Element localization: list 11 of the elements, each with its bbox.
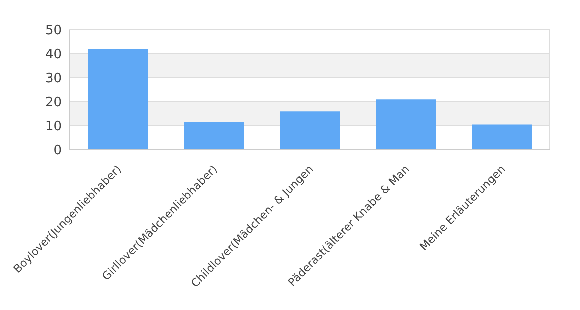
bar bbox=[88, 49, 148, 150]
y-tick-label: 50 bbox=[45, 24, 62, 39]
y-tick-label: 40 bbox=[45, 48, 62, 63]
y-tick-label: 0 bbox=[54, 144, 62, 159]
bar bbox=[280, 112, 340, 150]
y-tick-label: 20 bbox=[45, 96, 62, 111]
bar bbox=[184, 122, 244, 150]
bar bbox=[376, 100, 436, 150]
bar bbox=[472, 124, 532, 150]
y-tick-label: 30 bbox=[45, 72, 62, 87]
y-tick-label: 10 bbox=[45, 120, 62, 135]
